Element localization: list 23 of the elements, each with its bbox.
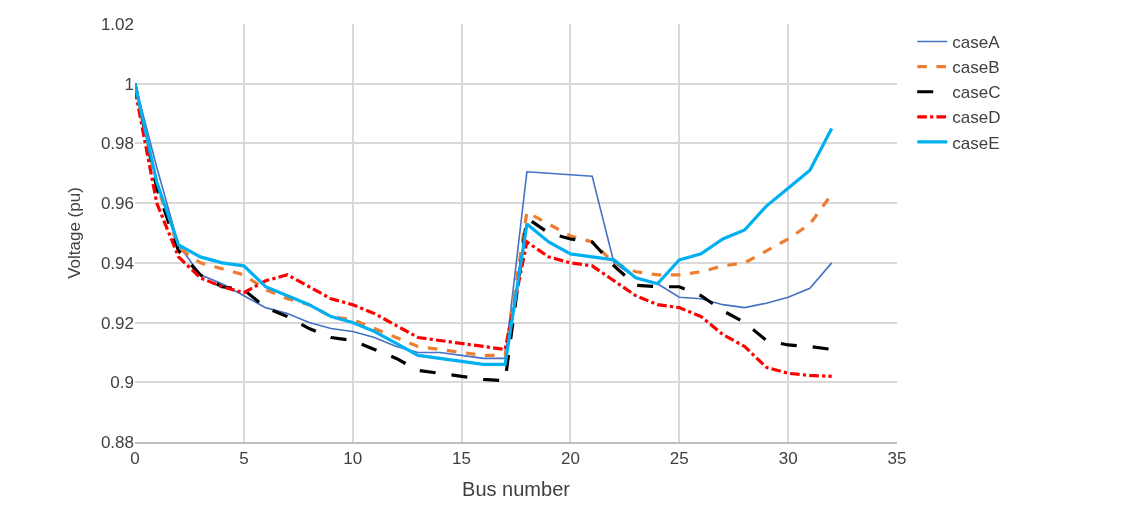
x-tick-label: 35 — [887, 449, 907, 469]
legend-label: caseB — [952, 58, 1000, 78]
y-tick-label: 0.88 — [100, 432, 134, 452]
y-tick-label: 0.94 — [100, 253, 134, 273]
x-tick-label: 5 — [239, 449, 249, 469]
y-tick-label: 1 — [124, 74, 134, 94]
x-tick-label: 15 — [452, 449, 472, 469]
legend-label: caseE — [952, 133, 1000, 153]
x-tick-label: 0 — [130, 449, 140, 469]
y-tick-label: 0.98 — [100, 134, 134, 154]
legend-label: caseC — [952, 83, 1001, 103]
x-tick-label: 20 — [560, 449, 580, 469]
y-tick-label: 0.9 — [110, 373, 134, 393]
x-axis-title: Bus number — [462, 478, 571, 501]
x-tick-label: 25 — [669, 449, 689, 469]
y-tick-label: 1.02 — [100, 14, 134, 34]
y-axis-title: Voltage (pu) — [65, 187, 85, 279]
legend-label: caseA — [952, 33, 1001, 53]
legend-label: caseD — [952, 108, 1001, 128]
x-tick-label: 10 — [343, 449, 363, 469]
y-tick-label: 0.96 — [100, 194, 134, 214]
y-tick-label: 0.92 — [100, 313, 134, 333]
x-tick-label: 30 — [778, 449, 798, 469]
